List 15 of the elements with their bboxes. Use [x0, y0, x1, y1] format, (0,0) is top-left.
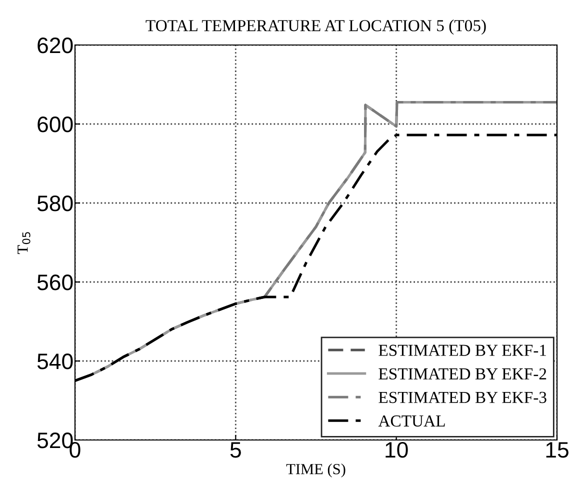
- chart-title: TOTAL TEMPERATURE AT LOCATION 5 (T05): [146, 20, 486, 35]
- y-tick-label: 600: [38, 116, 73, 132]
- y-tick-label: 560: [37, 274, 73, 290]
- legend-label: ESTIMATED BY EKF-3: [378, 392, 546, 404]
- x-tick-label: 5: [230, 442, 241, 458]
- x-axis-title: TIME (S): [286, 463, 346, 478]
- legend-label: ACTUAL: [378, 415, 445, 427]
- legend-label: ESTIMATED BY EKF-2: [378, 368, 546, 380]
- legend-label: ESTIMATED BY EKF-1: [378, 344, 546, 356]
- y-tick-label: 580: [37, 196, 73, 212]
- y-axis-title: T$_{05}$: [18, 232, 30, 254]
- y-tick-label: 620: [38, 38, 73, 54]
- x-tick-label: 10: [386, 442, 408, 458]
- x-tick-label: 15: [546, 442, 568, 458]
- y-tick-label: 540: [37, 354, 73, 370]
